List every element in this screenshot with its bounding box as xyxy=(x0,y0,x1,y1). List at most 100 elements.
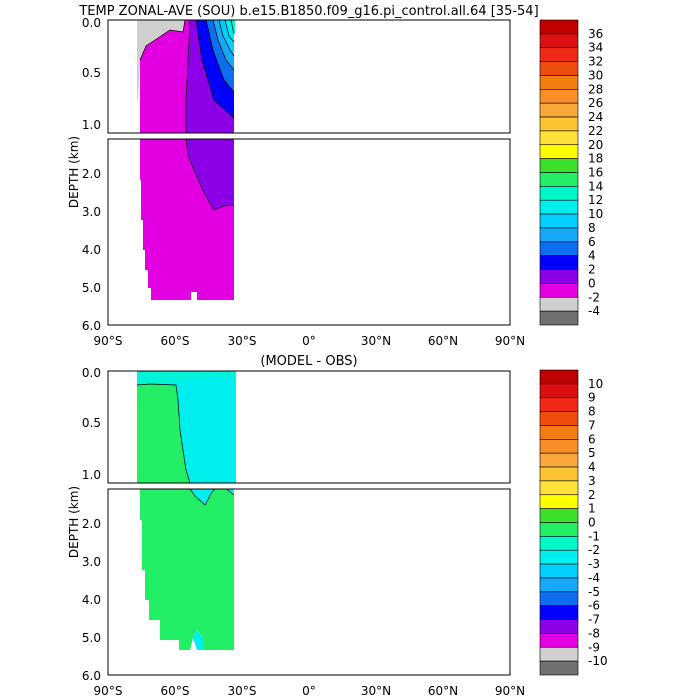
colorbar-swatch xyxy=(539,619,579,634)
colorbar-label: -4 xyxy=(588,571,600,585)
colorbar-swatch xyxy=(539,19,579,35)
colorbar-label: 6 xyxy=(588,235,596,249)
x-tick-label: 0° xyxy=(302,684,316,698)
colorbar-label: 2 xyxy=(588,488,596,502)
bottom-title: (MODEL - OBS) xyxy=(260,354,357,369)
colorbar-swatch xyxy=(539,591,579,606)
x-tick-label: 60°N xyxy=(428,684,458,698)
colorbar-swatch xyxy=(539,89,579,104)
colorbar-label: -10 xyxy=(588,654,608,668)
colorbar-label: 26 xyxy=(588,96,603,110)
colorbar-label: 8 xyxy=(588,405,596,419)
colorbar-label: 4 xyxy=(588,460,596,474)
colorbar-swatch xyxy=(539,33,579,49)
colorbar-swatch xyxy=(539,296,579,312)
colorbar-label: 1 xyxy=(588,502,596,516)
contour-fill xyxy=(186,139,234,210)
top-panel: TEMP ZONAL-AVE (SOU) b.e15.B1850.f09_g16… xyxy=(67,4,603,348)
colorbar-swatch xyxy=(539,397,579,412)
y-tick-label: 6.0 xyxy=(82,319,101,333)
contour-fill xyxy=(137,20,185,100)
y-tick-label: 6.0 xyxy=(82,669,101,683)
colorbar-label: 30 xyxy=(588,68,603,82)
colorbar-swatch xyxy=(539,47,579,62)
contour-fill xyxy=(193,630,203,650)
colorbar-swatch xyxy=(539,213,579,229)
colorbar-swatch xyxy=(539,199,579,215)
x-tick-label: 0° xyxy=(302,334,316,348)
colorbar-swatch xyxy=(539,536,579,551)
colorbar-swatch xyxy=(539,480,579,496)
contour-fill xyxy=(140,20,190,133)
colorbar-swatch xyxy=(539,425,579,440)
y-tick-label: 3.0 xyxy=(82,205,101,219)
x-tick-label: 60°S xyxy=(161,684,190,698)
y-tick-label: 0.0 xyxy=(82,16,101,30)
colorbar-label: 34 xyxy=(588,41,603,55)
colorbar-swatch xyxy=(539,563,579,579)
bottom-upper-frame xyxy=(107,370,511,484)
y-tick-label: 0.0 xyxy=(82,366,101,380)
x-tick-label: 90°N xyxy=(495,684,525,698)
bottom-lower-frame xyxy=(107,488,511,676)
x-tick-label: 30°N xyxy=(361,334,391,348)
top-title: TEMP ZONAL-AVE (SOU) b.e15.B1850.f09_g16… xyxy=(78,4,538,19)
colorbar-swatch xyxy=(539,144,579,159)
x-tick-label: 90°S xyxy=(94,334,123,348)
top-lower-frame xyxy=(107,138,511,326)
top-upper-contours xyxy=(108,20,510,133)
colorbar-swatch xyxy=(539,172,579,187)
x-tick-label: 90°S xyxy=(94,684,123,698)
colorbar-label: -2 xyxy=(588,543,600,557)
y-tick-label: 1.0 xyxy=(82,118,101,132)
colorbar-swatch xyxy=(539,549,579,565)
colorbar-swatch xyxy=(539,130,579,146)
colorbar-swatch xyxy=(539,577,579,593)
y-tick-label: 4.0 xyxy=(82,593,101,607)
colorbar-swatch xyxy=(539,522,579,537)
colorbar-label: 2 xyxy=(588,263,596,277)
contour-fill xyxy=(137,384,190,483)
top-x-ticks: 90°S 60°S 30°S 0° 30°N 60°N 90°N xyxy=(94,334,526,348)
colorbar-label: 22 xyxy=(588,124,603,138)
colorbar-swatch xyxy=(539,269,579,284)
y-tick-label: 1.0 xyxy=(82,468,101,482)
x-tick-label: 30°S xyxy=(228,334,257,348)
colorbar-label: 18 xyxy=(588,152,603,166)
top-upper-frame xyxy=(107,19,511,134)
colorbar-label: -2 xyxy=(588,290,600,304)
colorbar-swatch xyxy=(539,310,579,326)
y-axis-label: DEPTH (km) xyxy=(67,486,81,558)
colorbar-swatch xyxy=(539,369,579,385)
bottom-x-ticks: 90°S 60°S 30°S 0° 30°N 60°N 90°N xyxy=(94,684,526,698)
colorbar-swatch xyxy=(539,186,579,201)
colorbar-swatch xyxy=(539,75,579,90)
x-tick-label: 30°N xyxy=(361,684,391,698)
colorbar-swatch xyxy=(539,383,579,399)
y-tick-label: 4.0 xyxy=(82,243,101,257)
y-tick-label: 3.0 xyxy=(82,555,101,569)
x-tick-label: 60°N xyxy=(428,334,458,348)
colorbar-label: -8 xyxy=(588,626,600,640)
y-tick-label: 5.0 xyxy=(82,631,101,645)
colorbar-swatch xyxy=(539,116,579,132)
colorbar-label: -4 xyxy=(588,304,600,318)
x-tick-label: 30°S xyxy=(228,684,257,698)
colorbar-swatch xyxy=(539,411,579,426)
colorbar-swatch xyxy=(539,605,579,620)
y-tick-label: 2.0 xyxy=(82,517,101,531)
y-tick-label: 0.5 xyxy=(82,416,101,430)
colorbar-label: 14 xyxy=(588,179,603,193)
colorbar-label: -6 xyxy=(588,599,600,613)
colorbar-label: 10 xyxy=(588,207,603,221)
contour-fill xyxy=(140,489,234,650)
y-tick-label: 0.5 xyxy=(82,66,101,80)
colorbar-label: 3 xyxy=(588,474,596,488)
colorbar-swatch xyxy=(539,508,579,523)
colorbar-label: 0 xyxy=(588,276,596,290)
colorbar-label: 20 xyxy=(588,138,603,152)
colorbar-label: 6 xyxy=(588,432,596,446)
colorbar-swatch xyxy=(539,494,579,509)
